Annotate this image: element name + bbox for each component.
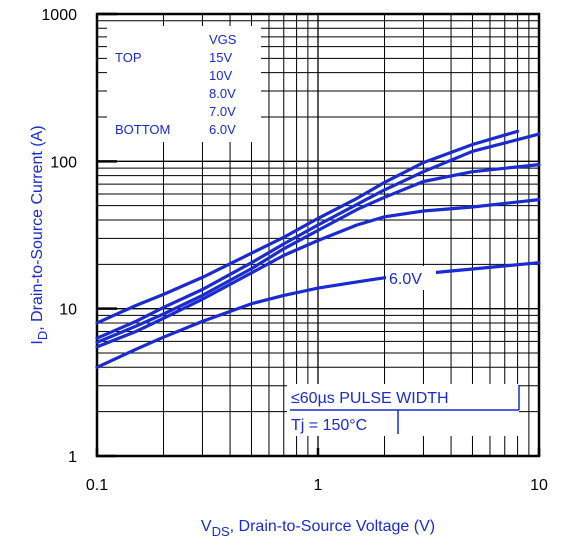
y-axis-title-rest: , Drain-to-Source Current (A)	[29, 125, 46, 330]
legend-header: VGS	[209, 32, 237, 47]
y-axis-title-sub: D	[35, 331, 50, 340]
legend-entry-10v: 10V	[209, 68, 232, 83]
legend-entry-7v: 7.0V	[209, 104, 236, 119]
pulse-width-label: ≤60µs PULSE WIDTH	[291, 390, 449, 407]
legend-entry-8v: 8.0V	[209, 86, 236, 101]
legend: VGS TOP 15V 10V 8.0V 7.0V BOTTOM 6.0V	[115, 32, 237, 137]
x-tick-label: 1	[314, 477, 323, 494]
tick-labels: 0.1 1 10 1 10 100 1000	[41, 7, 548, 494]
series-line-10v	[95, 132, 541, 340]
legend-entry-15v: 15V	[209, 50, 232, 65]
curve-label-background	[386, 266, 436, 290]
y-axis-title: ID, Drain-to-Source Current (A)	[29, 125, 50, 344]
x-axis-title-main: V	[201, 518, 212, 535]
plot-area: 0.1 1 10 1 10 100 1000	[41, 7, 548, 494]
y-tick-label: 10	[59, 302, 77, 319]
y-axis-title-main: I	[29, 340, 46, 344]
series-line-8-0v	[95, 163, 541, 344]
legend-entry-6v: 6.0V	[209, 122, 236, 137]
legend-top-label: TOP	[115, 50, 142, 65]
x-axis-title-sub: DS	[212, 524, 230, 539]
x-axis-title-rest: , Drain-to-Source Voltage (V)	[230, 518, 435, 535]
grid-lines	[97, 14, 539, 456]
x-axis-title: VDS, Drain-to-Source Voltage (V)	[201, 518, 435, 539]
y-tick-label: 100	[50, 154, 77, 171]
x-tick-label: 0.1	[86, 477, 108, 494]
legend-bottom-label: BOTTOM	[115, 122, 170, 137]
series-line-15v	[95, 129, 520, 325]
y-tick-label: 1000	[41, 7, 77, 24]
tj-label: Tj = 150°C	[291, 417, 367, 434]
curve-label-6v: 6.0V	[389, 271, 422, 288]
y-tick-label: 1	[68, 449, 77, 466]
x-tick-label: 10	[530, 477, 548, 494]
legend-background	[107, 26, 261, 142]
series-line-7-0v	[95, 198, 541, 349]
